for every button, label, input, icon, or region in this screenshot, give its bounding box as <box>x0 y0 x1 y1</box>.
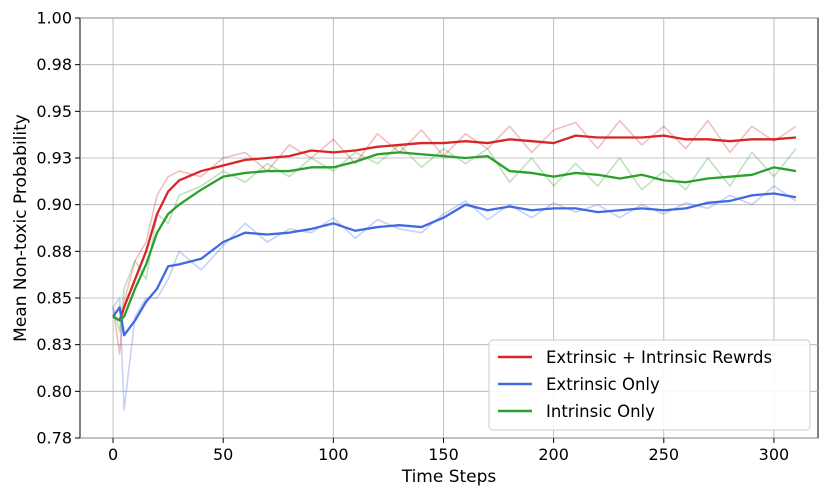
y-tick-label: 0.83 <box>36 335 72 354</box>
smoothed-line-0 <box>112 134 797 322</box>
legend-label-extrinsic-only: Extrinsic Only <box>546 375 660 394</box>
x-tick-label: 200 <box>538 445 569 464</box>
smoothed-line-2 <box>112 151 797 322</box>
y-axis-label: Mean Non-toxic Probability <box>11 114 31 342</box>
x-axis-label: Time Steps <box>401 467 497 487</box>
raw-series-lines <box>112 119 797 411</box>
y-tick-label: 0.78 <box>36 429 72 448</box>
y-tick-label: 0.80 <box>36 382 72 401</box>
raw-line-0 <box>112 119 797 355</box>
y-tick-label: 0.90 <box>36 195 72 214</box>
legend: Extrinsic + Intrinsic Rewrds Extrinsic O… <box>488 339 811 431</box>
legend-label-extrinsic-intrinsic: Extrinsic + Intrinsic Rewrds <box>546 348 772 367</box>
smoothed-series-lines <box>112 134 797 337</box>
x-tick-label: 50 <box>213 445 233 464</box>
y-tick-label: 0.93 <box>36 149 72 168</box>
x-tick-label: 0 <box>108 445 118 464</box>
x-axis-ticks: 0 50 100 150 200 250 300 <box>108 438 789 464</box>
raw-line-1 <box>112 185 797 411</box>
y-axis-ticks: 0.78 0.80 0.83 0.85 0.88 0.90 0.93 0.95 0.98 1.00 <box>36 9 80 448</box>
y-tick-label: 0.88 <box>36 242 72 261</box>
x-tick-label: 300 <box>759 445 790 464</box>
raw-line-2 <box>112 144 797 333</box>
y-tick-label: 0.95 <box>36 102 72 121</box>
x-tick-label: 150 <box>428 445 459 464</box>
y-tick-label: 0.98 <box>36 55 72 74</box>
x-tick-label: 250 <box>649 445 680 464</box>
y-tick-label: 0.85 <box>36 289 72 308</box>
legend-label-intrinsic-only: Intrinsic Only <box>546 402 655 421</box>
y-tick-label: 1.00 <box>36 9 72 28</box>
smoothed-line-1 <box>112 192 797 337</box>
legend-box <box>488 339 811 431</box>
x-tick-label: 100 <box>318 445 349 464</box>
